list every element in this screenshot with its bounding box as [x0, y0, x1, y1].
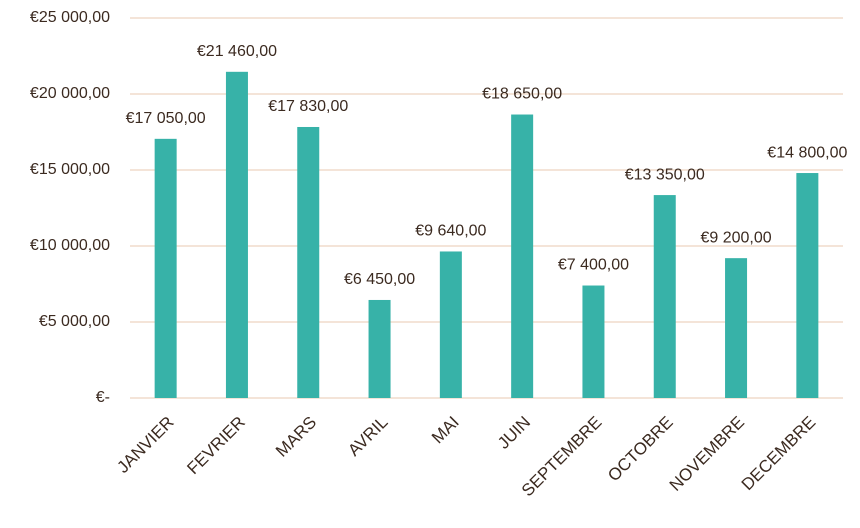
bar	[297, 126, 320, 398]
y-tick-label: €5 000,00	[39, 313, 110, 330]
x-tick-label: JANVIER	[113, 413, 177, 477]
x-tick-label: MARS	[272, 413, 320, 461]
y-tick-label: €10 000,00	[30, 237, 110, 254]
x-tick-label: OCTOBRE	[604, 413, 677, 486]
bar	[725, 258, 748, 398]
bar	[368, 299, 391, 398]
bar	[653, 195, 676, 398]
value-label: €9 640,00	[415, 223, 486, 240]
y-tick-label: €-	[96, 389, 110, 406]
value-label: €17 050,00	[126, 110, 206, 127]
bar	[582, 285, 605, 398]
value-label: €17 830,00	[268, 98, 348, 115]
y-tick-label: €25 000,00	[30, 9, 110, 26]
value-label: €6 450,00	[344, 271, 415, 288]
value-label: €9 200,00	[700, 229, 771, 246]
bar	[154, 138, 177, 398]
value-label: €13 350,00	[625, 166, 705, 183]
x-tick-label: FEVRIER	[183, 413, 249, 479]
x-tick-label: AVRIL	[344, 413, 391, 460]
x-tick-label: DECEMBRE	[738, 413, 820, 495]
bar	[511, 114, 534, 399]
value-label: €7 400,00	[558, 257, 629, 274]
x-tick-label: NOVEMBRE	[666, 413, 748, 495]
bar	[439, 251, 462, 398]
value-label: €14 800,00	[767, 144, 847, 161]
value-label: €18 650,00	[482, 86, 562, 103]
y-tick-label: €15 000,00	[30, 161, 110, 178]
x-tick-label: MAI	[428, 413, 463, 448]
y-tick-label: €20 000,00	[30, 85, 110, 102]
x-tick-label: JUIN	[494, 413, 534, 453]
bar	[225, 71, 248, 399]
value-label: €21 460,00	[197, 43, 277, 60]
bar	[796, 173, 819, 398]
